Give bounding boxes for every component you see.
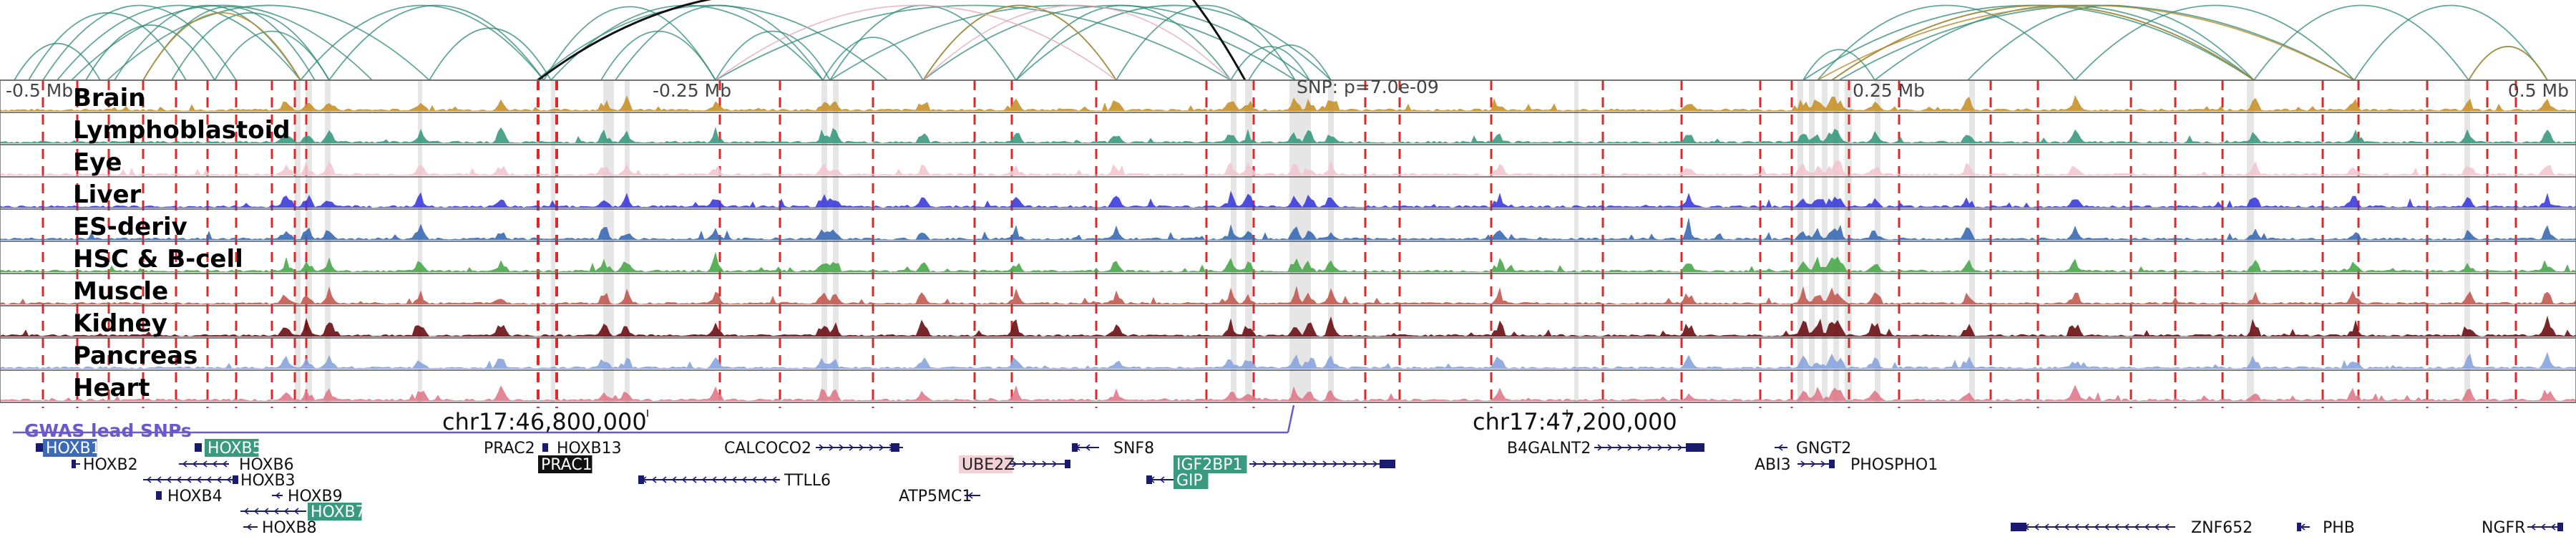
coordinate-label-1: chr17:46,800,000 — [442, 408, 647, 435]
track-0 — [0, 79, 2576, 112]
signal-tracks — [0, 79, 2576, 403]
track-label-lymphoblastoid: Lymphoblastoid — [73, 116, 291, 145]
position-label-plus-0-5: 0.5 Mb — [2508, 80, 2569, 101]
gene-label-hoxb4: HOXB4 — [167, 488, 223, 505]
gene-label-igf2bp1: IGF2BP1 — [1176, 456, 1243, 474]
gene-label-hoxb2: HOXB2 — [83, 456, 138, 474]
position-label-plus-0-25: 0.25 Mb — [1853, 80, 1925, 101]
position-label-minus-0-5: -0.5 Mb — [6, 80, 73, 101]
gene-label-hoxb9: HOXB9 — [288, 488, 343, 505]
gene-label-hoxb7: HOXB7 — [311, 503, 366, 521]
gene-label-prac2: PRAC2 — [484, 440, 535, 458]
gwas-lead-snps-label: GWAS lead SNPs — [24, 420, 192, 441]
gene-label-hoxb8: HOXB8 — [262, 519, 317, 537]
position-ruler: -0.5 Mb -0.25 Mb 0.25 Mb 0.5 Mb SNP: p=7… — [6, 77, 2569, 101]
gene-label-hoxb13: HOXB13 — [557, 440, 622, 458]
gene-label-znf652: ZNF652 — [2191, 519, 2253, 537]
track-label-eye: Eye — [73, 148, 122, 177]
track-label-liver: Liver — [73, 180, 142, 209]
track-5 — [0, 241, 2576, 273]
gene-label-hoxb1: HOXB1 — [46, 440, 101, 458]
track-1 — [0, 112, 2576, 144]
gene-label-ube2z: UBE2Z — [962, 456, 1015, 474]
track-3 — [0, 176, 2576, 208]
track-label-es-deriv: ES-deriv — [73, 213, 187, 241]
gene-label-hoxb5: HOXB5 — [208, 440, 263, 458]
gene-label-hoxb3: HOXB3 — [240, 472, 296, 490]
coordinate-label-2: chr17:47,200,000 — [1473, 408, 1677, 435]
gene-label-abi3: ABI3 — [1755, 456, 1791, 474]
track-label-muscle: Muscle — [73, 277, 168, 306]
gene-label-gip: GIP — [1176, 472, 1203, 490]
track-labels: Brain Lymphoblastoid Eye Liver ES-deriv … — [73, 84, 291, 402]
gene-label-atp5mc1: ATP5MC1 — [899, 488, 972, 505]
gene-label-calcoco2: CALCOCO2 — [724, 440, 811, 458]
gene-label-b4galnt2: B4GALNT2 — [1507, 440, 1591, 458]
gene-label-ngfr: NGFR — [2482, 519, 2525, 537]
position-label-minus-0-25: -0.25 Mb — [653, 80, 731, 101]
track-label-pancreas: Pancreas — [73, 342, 197, 370]
gene-label-snf8: SNF8 — [1113, 440, 1154, 458]
track-label-heart: Heart — [73, 374, 150, 402]
track-2 — [0, 144, 2576, 176]
gene-label-phb: PHB — [2323, 519, 2355, 537]
track-8 — [0, 337, 2576, 369]
coordinate-axis: chr17:46,800,000 chr17:47,200,000 GWAS l… — [13, 405, 1677, 441]
track-9 — [0, 369, 2576, 402]
track-6 — [0, 273, 2576, 305]
track-label-brain: Brain — [73, 84, 146, 112]
track-4 — [0, 208, 2576, 241]
gene-label-hoxb6: HOXB6 — [239, 456, 294, 474]
gene-label-prac1: PRAC1 — [541, 456, 592, 474]
gene-label-phospho1: PHOSPHO1 — [1850, 456, 1938, 474]
track-label-hsc-b-cell: HSC & B-cell — [73, 245, 243, 274]
track-label-kidney: Kidney — [73, 309, 167, 338]
snp-pvalue-label: SNP: p=7.0e-09 — [1297, 77, 1439, 97]
chromatin-loop-arcs — [14, 0, 2548, 82]
track-7 — [0, 305, 2576, 337]
gene-label-gngt2: GNGT2 — [1796, 440, 1851, 458]
region-highlights — [42, 80, 2517, 408]
gene-label-ttll6: TTLL6 — [784, 472, 831, 490]
